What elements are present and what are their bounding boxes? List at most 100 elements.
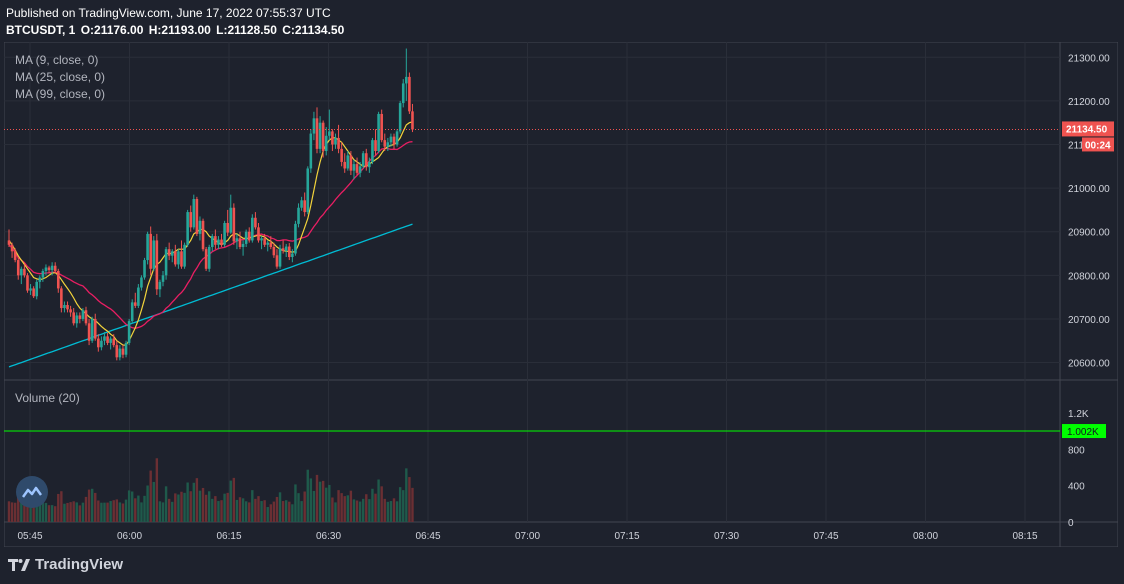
volume-bar (315, 474, 319, 522)
candle-body (328, 131, 331, 136)
volume-bar (158, 501, 162, 522)
price-tick-label: 20700.00 (1068, 315, 1110, 326)
volume-legend[interactable]: Volume (20) (15, 391, 80, 405)
ma25-legend[interactable]: MA (25, close, 0) (15, 70, 106, 84)
high-value: H:21193.00 (148, 23, 211, 37)
footer: TradingView (0, 548, 1124, 584)
candle-body (287, 246, 291, 258)
volume-bar (312, 490, 316, 522)
candle-body (26, 275, 29, 291)
volume-bar (149, 470, 152, 522)
volume-bar (260, 501, 263, 522)
volume-bar (13, 502, 17, 522)
volume-pane[interactable] (4, 430, 1060, 522)
volume-bar (69, 502, 72, 522)
volume-bar (134, 498, 137, 522)
volume-bar (281, 501, 285, 522)
volume-bar (90, 488, 94, 522)
volume-bar (229, 480, 232, 522)
ma9-legend[interactable]: MA (9, close, 0) (15, 53, 99, 67)
candle-body (143, 260, 146, 278)
volume-bar (291, 504, 294, 522)
volume-bar (266, 507, 269, 522)
candle-body (210, 236, 214, 247)
candle-body (346, 155, 350, 169)
candle-body (331, 131, 334, 145)
candle-body (368, 161, 371, 168)
volume-bar (164, 486, 168, 522)
volume-bar (244, 501, 248, 522)
candle-body (100, 340, 103, 348)
ma99-legend[interactable]: MA (99, close, 0) (15, 87, 106, 101)
candle-body (294, 223, 297, 254)
volume-bar (217, 501, 220, 522)
volume-bar (380, 486, 383, 522)
candle-body (78, 315, 82, 319)
volume-bar (318, 481, 322, 522)
price-tick-label: 21300.00 (1068, 53, 1110, 64)
candle-body (411, 111, 414, 130)
candle-body (263, 238, 266, 245)
volume-bar (349, 490, 353, 522)
chart-canvas[interactable]: 20600.00 20700.00 20800.00 20900.00 21000.00… (4, 42, 1118, 547)
candle-body (278, 248, 282, 267)
ma9-line (8, 121, 413, 346)
candle-body (63, 304, 66, 309)
candle-body (127, 321, 131, 343)
candle-body (281, 248, 285, 251)
candle-body (41, 270, 45, 278)
candle-body (53, 265, 57, 271)
candle-body (405, 76, 408, 84)
candle-body (140, 277, 143, 288)
ohlc-line: BTCUSDT, 1 O:21176.00 H:21193.00 L:21128… (6, 23, 346, 37)
candle-body (195, 199, 199, 234)
volume-bar (100, 502, 103, 522)
volume-bar (285, 500, 288, 522)
candle-body (389, 136, 393, 143)
candle-body (306, 168, 310, 213)
volume-bar (106, 502, 109, 522)
candle-body (297, 207, 300, 224)
candle-body (300, 200, 303, 208)
candle-body (214, 236, 217, 245)
volume-bar (103, 502, 106, 522)
candle-body (167, 249, 171, 256)
candle-body (247, 231, 251, 241)
price-pane[interactable] (4, 48, 1060, 368)
volume-bar (408, 477, 411, 522)
candle-body (201, 220, 205, 250)
volume-bar (272, 501, 276, 522)
volume-bar (297, 493, 300, 522)
volume-bar (155, 458, 159, 522)
candle-body (266, 242, 270, 245)
candle-body (137, 287, 140, 306)
candle-body (337, 137, 340, 149)
candle-body (275, 255, 279, 267)
symbol-label[interactable]: BTCUSDT, 1 (6, 23, 76, 37)
time-tick-label: 06:45 (415, 531, 440, 542)
candle-body (124, 342, 128, 355)
volume-bar (140, 502, 143, 522)
candle-body (152, 240, 156, 269)
candle-body (309, 133, 313, 169)
candle-body (29, 288, 32, 291)
time-tick-label: 06:00 (117, 531, 142, 542)
volume-bar (121, 503, 125, 522)
tradingview-watermark-logo (16, 476, 48, 508)
candle-body (174, 251, 177, 265)
volume-bar (87, 489, 91, 522)
candle-body (189, 212, 193, 228)
volume-bar (303, 491, 306, 522)
candle-body (10, 244, 14, 252)
candle-body (87, 323, 91, 341)
candle-body (130, 302, 134, 322)
candle-body (272, 246, 276, 256)
tradingview-logo[interactable]: TradingView (8, 556, 123, 573)
price-tick-label: 20800.00 (1068, 271, 1110, 282)
candle-body (207, 246, 211, 269)
volume-bar (358, 501, 362, 522)
volume-bar (208, 491, 211, 522)
candle-body (284, 246, 288, 251)
candle-body (16, 260, 20, 276)
volume-bar (109, 501, 112, 522)
